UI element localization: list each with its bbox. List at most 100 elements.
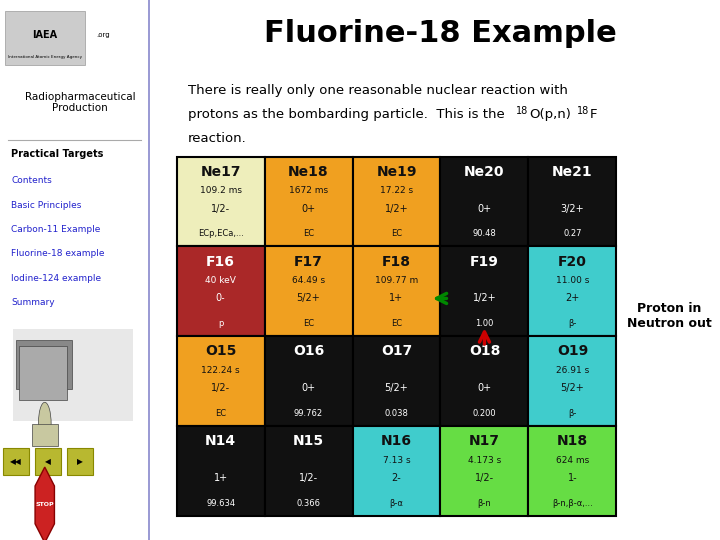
Bar — [353, 426, 441, 516]
Text: O16: O16 — [293, 345, 324, 359]
Text: Radiopharmaceutical
Production: Radiopharmaceutical Production — [24, 92, 135, 113]
Text: Iodine-124 example: Iodine-124 example — [12, 274, 102, 282]
Text: EC: EC — [215, 409, 226, 418]
Text: 1/2-: 1/2- — [475, 473, 494, 483]
Text: O17: O17 — [381, 345, 412, 359]
Bar — [176, 426, 264, 516]
Text: 1/2+: 1/2+ — [472, 293, 496, 303]
Bar — [528, 336, 616, 426]
Text: 1/2-: 1/2- — [211, 204, 230, 214]
Bar — [353, 336, 441, 426]
Text: β-α: β-α — [390, 498, 403, 508]
Text: 64.49 s: 64.49 s — [292, 276, 325, 285]
Text: 90.48: 90.48 — [472, 230, 496, 238]
Text: F20: F20 — [558, 255, 587, 268]
Bar — [441, 157, 528, 246]
Text: Ne20: Ne20 — [464, 165, 505, 179]
Text: β-: β- — [568, 319, 577, 328]
Bar — [353, 246, 441, 336]
Text: 17.22 s: 17.22 s — [380, 186, 413, 195]
Text: 1.00: 1.00 — [475, 319, 494, 328]
Text: 2-: 2- — [392, 473, 401, 483]
Text: 18: 18 — [577, 106, 590, 116]
Text: 0.038: 0.038 — [384, 409, 408, 418]
Text: 0.200: 0.200 — [472, 409, 496, 418]
Text: 624 ms: 624 ms — [556, 456, 589, 464]
Text: O18: O18 — [469, 345, 500, 359]
Text: Proton in
Neutron out: Proton in Neutron out — [627, 302, 712, 330]
Text: ▶: ▶ — [77, 457, 83, 466]
Text: 0+: 0+ — [477, 383, 492, 393]
Text: 0.366: 0.366 — [297, 498, 320, 508]
Text: 99.762: 99.762 — [294, 409, 323, 418]
Text: EC: EC — [391, 319, 402, 328]
Text: 109.77 m: 109.77 m — [375, 276, 418, 285]
Text: p: p — [218, 319, 223, 328]
Bar — [19, 346, 67, 400]
Text: There is really only one reasonable nuclear reaction with: There is really only one reasonable nucl… — [188, 84, 568, 97]
Text: 2+: 2+ — [565, 293, 580, 303]
Text: 3/2+: 3/2+ — [561, 204, 584, 214]
Text: F: F — [590, 108, 598, 121]
Bar — [176, 157, 264, 246]
Text: 11.00 s: 11.00 s — [556, 276, 589, 285]
Text: N15: N15 — [293, 434, 324, 448]
Text: 1+: 1+ — [214, 473, 228, 483]
Text: O15: O15 — [205, 345, 236, 359]
Bar — [353, 157, 441, 246]
Text: Carbon-11 Example: Carbon-11 Example — [12, 225, 101, 234]
Text: β-: β- — [568, 409, 577, 418]
Text: 0-: 0- — [216, 293, 225, 303]
Text: ◀: ◀ — [45, 457, 51, 466]
Text: .org: .org — [96, 32, 109, 38]
Text: F17: F17 — [294, 255, 323, 268]
Text: 40 keV: 40 keV — [205, 276, 236, 285]
Text: 0+: 0+ — [477, 204, 492, 214]
Text: protons as the bombarding particle.  This is the: protons as the bombarding particle. This… — [188, 108, 509, 121]
Text: O19: O19 — [557, 345, 588, 359]
Text: 1/2-: 1/2- — [299, 473, 318, 483]
Bar — [441, 336, 528, 426]
Text: Ne17: Ne17 — [200, 165, 241, 179]
Bar — [528, 157, 616, 246]
Text: 5/2+: 5/2+ — [561, 383, 584, 393]
Bar — [264, 426, 353, 516]
Text: N17: N17 — [469, 434, 500, 448]
FancyBboxPatch shape — [35, 448, 60, 475]
Text: 5/2+: 5/2+ — [384, 383, 408, 393]
Text: Ne21: Ne21 — [552, 165, 593, 179]
Bar — [264, 157, 353, 246]
Text: Basic Principles: Basic Principles — [12, 201, 81, 210]
Text: 1+: 1+ — [390, 293, 404, 303]
Text: 18: 18 — [516, 106, 528, 116]
Text: Practical Targets: Practical Targets — [12, 149, 104, 159]
Text: 1/2+: 1/2+ — [384, 204, 408, 214]
Text: N18: N18 — [557, 434, 588, 448]
Bar — [441, 426, 528, 516]
Bar — [528, 426, 616, 516]
Text: 109.2 ms: 109.2 ms — [199, 186, 242, 195]
Bar — [528, 246, 616, 336]
Text: 5/2+: 5/2+ — [297, 293, 320, 303]
Text: 122.24 s: 122.24 s — [202, 366, 240, 375]
Text: 4.173 s: 4.173 s — [468, 456, 501, 464]
Text: reaction.: reaction. — [188, 132, 246, 145]
Circle shape — [38, 402, 51, 446]
Text: EC: EC — [303, 319, 314, 328]
Text: β-n,β-α,...: β-n,β-α,... — [552, 498, 593, 508]
Bar — [264, 246, 353, 336]
Text: 1672 ms: 1672 ms — [289, 186, 328, 195]
Bar — [32, 424, 58, 446]
Text: Ne19: Ne19 — [377, 165, 417, 179]
Text: O(p,n): O(p,n) — [529, 108, 572, 121]
Text: 0+: 0+ — [302, 204, 315, 214]
Bar — [16, 340, 72, 389]
Text: Fluorine-18 Example: Fluorine-18 Example — [264, 19, 616, 48]
Text: Fluorine-18 example: Fluorine-18 example — [12, 249, 104, 258]
Text: F19: F19 — [470, 255, 499, 268]
Text: Summary: Summary — [12, 298, 55, 307]
Text: EC: EC — [391, 230, 402, 238]
Text: STOP: STOP — [35, 502, 54, 508]
Text: Ne18: Ne18 — [288, 165, 329, 179]
Text: 99.634: 99.634 — [206, 498, 235, 508]
